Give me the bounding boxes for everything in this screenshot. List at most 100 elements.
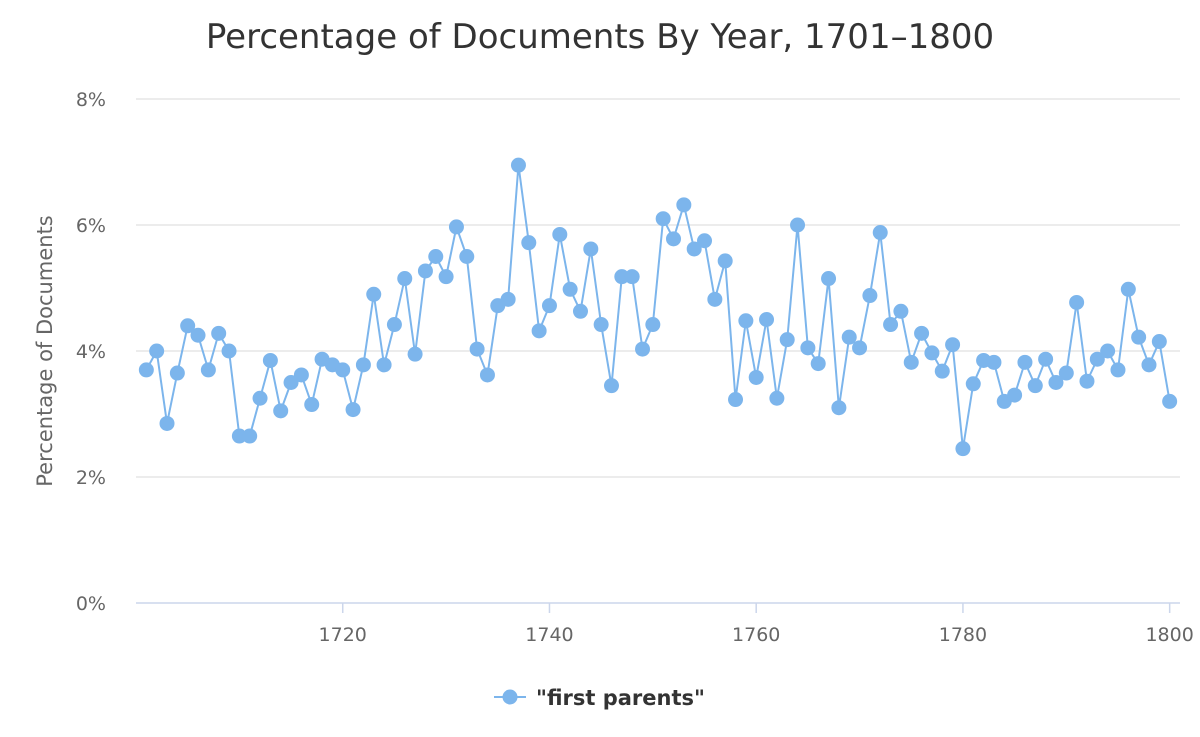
data-point[interactable]: 1767: 5.15% [821, 271, 837, 287]
data-point[interactable]: 1737: 6.95% [510, 157, 526, 173]
y-tick-label: 6% [76, 215, 106, 237]
data-point[interactable]: 1713: 3.85% [262, 352, 278, 368]
data-point[interactable]: 1754: 5.62% [686, 241, 702, 257]
data-point[interactable]: 1794: 4% [1100, 343, 1116, 359]
data-point[interactable]: 1729: 5.5% [428, 249, 444, 264]
data-point[interactable]: 1777: 3.97% [924, 345, 940, 361]
data-point[interactable]: 1743: 4.63% [572, 303, 588, 319]
data-point[interactable]: 1769: 4.22% [841, 329, 857, 345]
data-point[interactable]: 1788: 3.87% [1038, 351, 1054, 367]
data-point[interactable]: 1797: 4.22% [1131, 329, 1147, 345]
data-point[interactable]: 1742: 4.98% [562, 281, 578, 297]
data-point[interactable]: 1730: 5.18% [438, 269, 454, 285]
data-point[interactable]: 1707: 3.7% [200, 362, 216, 378]
data-point[interactable]: 1798: 3.78% [1141, 357, 1157, 373]
data-point[interactable]: 1724: 3.78% [376, 357, 392, 373]
data-point[interactable]: 1766: 3.8% [810, 356, 826, 372]
data-point[interactable]: 1793: 3.87% [1089, 351, 1105, 367]
data-point[interactable]: 1704: 3.65% [169, 365, 185, 381]
data-point[interactable]: 1748: 5.18% [624, 269, 640, 285]
data-point[interactable]: 1745: 4.42% [593, 317, 609, 333]
data-point[interactable]: 1714: 3.05% [273, 403, 289, 419]
data-point[interactable]: 1772: 5.88% [872, 225, 888, 241]
data-point[interactable]: 1706: 4.25% [190, 327, 206, 343]
data-point[interactable]: 1716: 3.62% [293, 367, 309, 383]
data-point[interactable]: 1770: 4.05% [852, 340, 868, 356]
data-point[interactable]: 1712: 3.25% [252, 390, 268, 406]
data-point[interactable]: 1771: 4.88% [862, 288, 878, 304]
data-point[interactable]: 1787: 3.45% [1027, 378, 1043, 394]
data-point[interactable]: 1705: 4.4% [180, 318, 196, 334]
data-point[interactable]: 1733: 4.03% [469, 341, 485, 357]
data-point[interactable]: 1722: 3.78% [355, 357, 371, 373]
data-point[interactable]: 1758: 3.23% [728, 392, 744, 408]
data-point[interactable]: 1755: 5.75% [697, 233, 713, 249]
data-point[interactable]: 1701: 3.7% [138, 362, 154, 378]
data-point[interactable]: 1708: 4.28% [211, 325, 227, 341]
data-point[interactable]: 1738: 5.72% [521, 235, 537, 251]
data-point[interactable]: 1723: 4.9% [366, 286, 382, 302]
data-point[interactable]: 1734: 3.62% [479, 367, 495, 383]
data-point[interactable]: 1792: 3.52% [1079, 373, 1095, 389]
data-point[interactable]: 1757: 5.43% [717, 253, 733, 269]
data-point[interactable]: 1763: 4.18% [779, 332, 795, 348]
data-point[interactable]: 1741: 5.85% [552, 226, 568, 242]
data-point[interactable]: 1720: 3.7% [335, 362, 351, 378]
data-point[interactable]: 1760: 3.58% [748, 369, 764, 385]
data-point[interactable]: 1744: 5.62% [583, 241, 599, 257]
data-point[interactable]: 1727: 3.95% [407, 346, 423, 362]
data-point[interactable]: 1785: 3.3% [1007, 387, 1023, 403]
data-point[interactable]: 1780: 2.45% [955, 441, 971, 457]
data-point[interactable]: 1702: 4% [149, 343, 165, 359]
data-point[interactable]: 1747: 5.18% [614, 269, 630, 285]
data-point[interactable]: 1746: 3.45% [603, 378, 619, 394]
x-tick-label: 1800 [1145, 624, 1193, 646]
data-point[interactable]: 1740: 4.72% [541, 298, 557, 314]
data-point[interactable]: 1800: 3.2% [1162, 393, 1178, 409]
data-point[interactable]: 1728: 5.27% [417, 263, 433, 279]
data-point[interactable]: 1774: 4.63% [893, 303, 909, 319]
data-point[interactable]: 1786: 3.82% [1017, 354, 1033, 370]
data-point[interactable]: 1749: 4.03% [635, 341, 650, 357]
data-point[interactable]: 1773: 4.42% [883, 317, 899, 333]
data-point[interactable]: 1768: 3.1% [831, 400, 847, 416]
data-point[interactable]: 1799: 4.15% [1151, 334, 1167, 350]
data-point[interactable]: 1726: 5.15% [397, 271, 413, 287]
data-point[interactable]: 1783: 3.82% [986, 354, 1002, 370]
data-point[interactable]: 1776: 4.28% [914, 325, 930, 341]
data-point[interactable]: 1703: 2.85% [159, 415, 175, 431]
data-point[interactable]: 1764: 6% [790, 217, 806, 233]
data-point[interactable]: 1775: 3.82% [903, 354, 919, 370]
data-point[interactable]: 1789: 3.5% [1048, 375, 1064, 390]
data-point[interactable]: 1717: 3.15% [304, 397, 320, 413]
data-point[interactable]: 1752: 5.78% [666, 231, 681, 247]
data-point[interactable]: 1731: 5.97% [448, 219, 464, 235]
data-point[interactable]: 1762: 3.25% [769, 390, 785, 406]
data-point[interactable]: 1790: 3.65% [1058, 365, 1074, 381]
data-point[interactable]: 1759: 4.48% [738, 313, 754, 329]
data-point[interactable]: 1710: 2.65% [231, 428, 247, 444]
data-point[interactable]: 1715: 3.5% [283, 375, 299, 390]
data-point[interactable]: 1736: 4.82% [500, 291, 516, 307]
legend-item-label[interactable]: "first parents" [536, 686, 705, 710]
data-point[interactable]: 1795: 3.7% [1110, 362, 1126, 378]
data-point[interactable]: 1756: 4.82% [707, 291, 723, 307]
data-point[interactable]: 1761: 4.5% [759, 312, 775, 327]
data-point[interactable]: 1711: 2.65% [242, 428, 258, 444]
data-point[interactable]: 1796: 4.98% [1120, 281, 1136, 297]
data-point[interactable]: 1751: 6.1% [655, 211, 671, 227]
data-point[interactable]: 1753: 6.32% [676, 197, 692, 213]
data-point[interactable]: 1781: 3.48% [965, 376, 981, 392]
series-first-parents[interactable]: 1701: 3.7% 1702: 4% 1703: 2.85% 1704: 3.65%… [138, 157, 1178, 457]
data-point[interactable]: 1779: 4.1% [945, 337, 961, 353]
data-point[interactable]: 1778: 3.68% [934, 363, 950, 379]
data-point[interactable]: 1709: 4% [221, 343, 237, 359]
data-point[interactable]: 1721: 3.07% [345, 402, 361, 418]
data-point[interactable]: 1739: 4.32% [531, 323, 547, 339]
legend[interactable]: "first parents" [494, 686, 705, 710]
data-point[interactable]: 1791: 4.77% [1069, 294, 1085, 310]
data-point[interactable]: 1732: 5.5% [459, 249, 475, 264]
data-point[interactable]: 1765: 4.05% [800, 340, 816, 356]
data-point[interactable]: 1725: 4.42% [386, 317, 402, 333]
data-point[interactable]: 1750: 4.42% [645, 317, 661, 333]
